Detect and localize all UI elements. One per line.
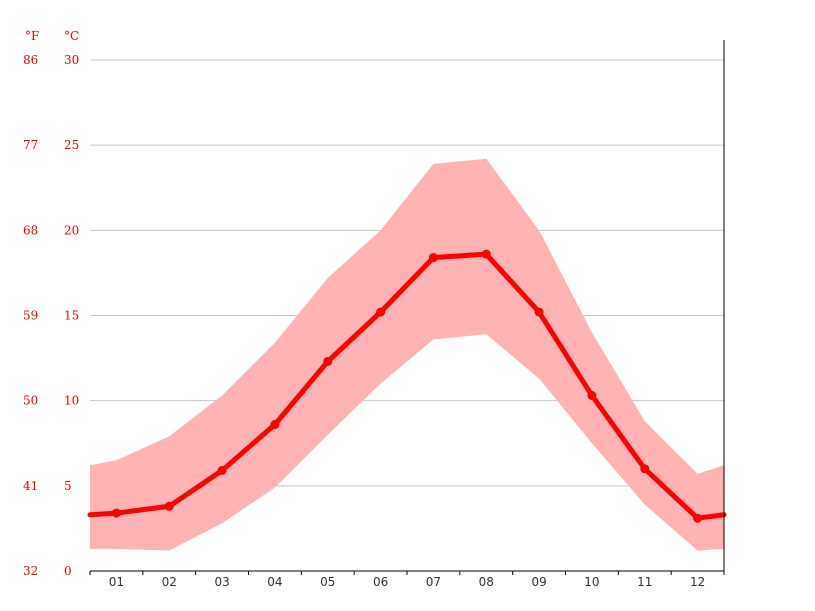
- data-point-11: [640, 464, 650, 474]
- celsius-axis-title: °C: [64, 29, 79, 43]
- x-tick-label-11: 11: [637, 575, 652, 589]
- x-tick-label-01: 01: [109, 575, 124, 589]
- data-point-03: [217, 466, 227, 476]
- data-point-02: [164, 501, 174, 511]
- x-axis: 01 02 03 04 05 06 07 08 09 10 11 12: [89, 570, 725, 589]
- x-tick-label-02: 02: [162, 575, 177, 589]
- data-point-01: [111, 508, 121, 518]
- data-point-04: [270, 420, 280, 430]
- y-tick-labels: 0 32 5 41 10 50 15 59 20 68 25 77 30 86: [23, 53, 79, 578]
- fahrenheit-tick-label: 77: [23, 138, 38, 152]
- celsius-tick-label: 20: [64, 223, 79, 237]
- fahrenheit-tick-label: 86: [23, 53, 38, 67]
- fahrenheit-tick-label: 68: [23, 223, 38, 237]
- data-point-06: [376, 307, 386, 317]
- data-point-09: [534, 307, 544, 317]
- x-tick-label-07: 07: [426, 575, 441, 589]
- average-temperature-line: [87, 251, 727, 521]
- x-tick-label-12: 12: [690, 575, 705, 589]
- fahrenheit-tick-label: 41: [23, 479, 38, 493]
- x-tick-label-08: 08: [479, 575, 494, 589]
- data-point-10: [587, 391, 597, 401]
- fahrenheit-tick-label: 59: [23, 309, 38, 323]
- x-tick-label-04: 04: [267, 575, 282, 589]
- fahrenheit-axis-title: °F: [25, 29, 39, 43]
- celsius-tick-label: 25: [64, 138, 79, 152]
- x-tick-label-09: 09: [531, 575, 546, 589]
- temperature-range-band: [90, 158, 724, 551]
- celsius-tick-label: 30: [64, 53, 79, 67]
- celsius-tick-label: 10: [64, 394, 79, 408]
- x-tick-label-03: 03: [214, 575, 229, 589]
- fahrenheit-tick-label: 50: [23, 394, 38, 408]
- fahrenheit-tick-label: 32: [23, 564, 38, 578]
- data-point-08: [481, 249, 491, 259]
- data-point-12: [693, 513, 703, 523]
- data-point-07: [428, 253, 438, 263]
- celsius-tick-label: 5: [64, 479, 72, 493]
- x-tick-label-10: 10: [584, 575, 599, 589]
- celsius-tick-label: 15: [64, 309, 79, 323]
- celsius-tick-label: 0: [64, 564, 72, 578]
- x-tick-label-06: 06: [373, 575, 388, 589]
- x-tick-label-05: 05: [320, 575, 335, 589]
- data-point-05: [323, 356, 333, 366]
- data-points: [111, 249, 703, 523]
